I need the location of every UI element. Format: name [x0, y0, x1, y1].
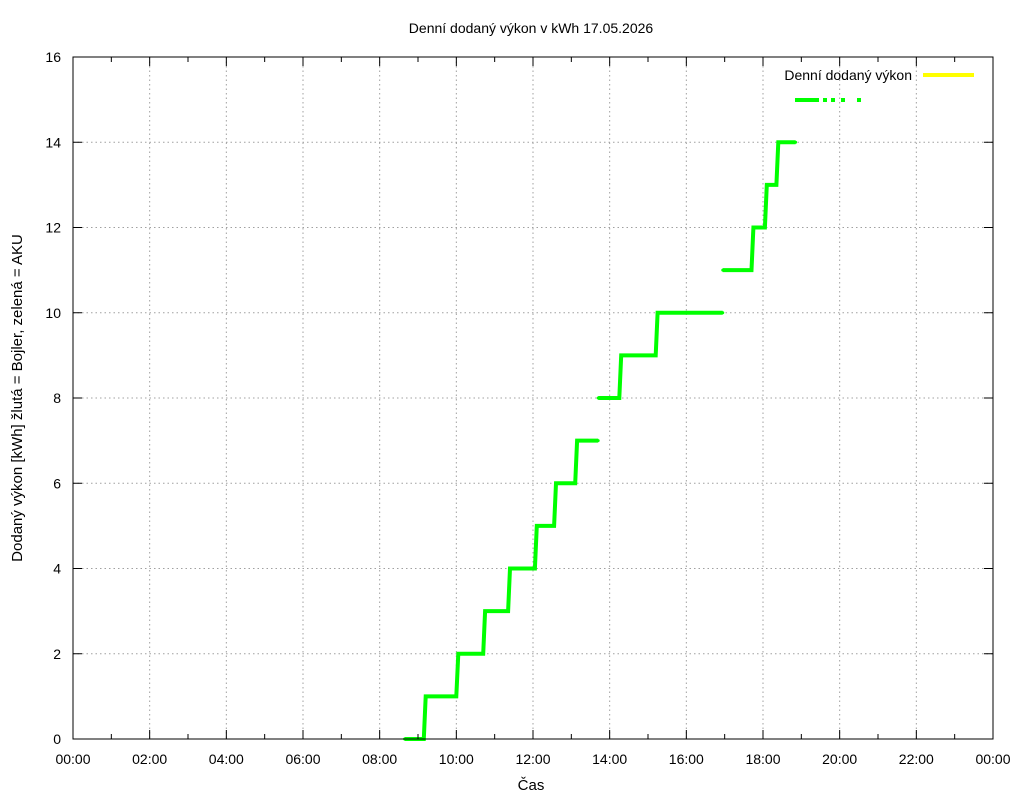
grid	[73, 57, 993, 739]
x-tick-label: 00:00	[975, 751, 1010, 767]
data-point	[508, 567, 512, 570]
data-point	[721, 268, 725, 272]
data-point	[617, 396, 621, 400]
data-point	[596, 396, 600, 400]
data-point	[751, 226, 755, 229]
y-axis-label: Dodaný výkon [kWh] žlutá = Bojler, zelen…	[9, 234, 26, 562]
series-layer	[403, 140, 798, 741]
data-point	[454, 694, 458, 698]
y-tick-label: 12	[45, 220, 61, 236]
data-point	[552, 524, 556, 528]
data-point	[721, 311, 725, 315]
x-tick-label: 18:00	[745, 751, 780, 767]
y-tick-label: 14	[45, 134, 61, 150]
data-point	[506, 609, 510, 613]
x-tick-label: 20:00	[822, 751, 857, 767]
ticks	[72, 56, 994, 740]
x-tick-label: 10:00	[439, 751, 474, 767]
y-tick-label: 16	[45, 49, 61, 65]
y-tick-label: 2	[53, 646, 61, 662]
data-point	[596, 439, 600, 443]
data-point	[554, 481, 558, 485]
x-tick-label: 04:00	[209, 751, 244, 767]
data-point	[654, 353, 658, 357]
x-tick-labels: 00:00 02:00 04:00 06:00 08:00 10:00 12:00 14:00…	[55, 751, 1010, 767]
legend: Denní dodaný výkon	[784, 67, 974, 102]
data-point	[535, 524, 539, 528]
chart-title: Denní dodaný výkon v kWh 17.05.2026	[409, 20, 654, 36]
data-point	[774, 183, 778, 187]
x-axis-label: Čas	[518, 777, 545, 794]
y-tick-label: 4	[53, 561, 61, 577]
x-tick-label: 16:00	[669, 751, 704, 767]
legend-label-series-1: Denní dodaný výkon	[784, 67, 912, 83]
y-tick-label: 0	[53, 731, 61, 747]
x-tick-label: 06:00	[285, 751, 320, 767]
y-tick-labels: 0 2 4 6 8 10 12 14 16	[45, 49, 61, 747]
x-tick-label: 08:00	[362, 751, 397, 767]
x-tick-label: 00:00	[55, 751, 90, 767]
x-tick-label: 14:00	[592, 751, 627, 767]
x-tick-label: 02:00	[132, 751, 167, 767]
data-point	[424, 694, 428, 698]
data-point	[765, 183, 769, 187]
y-tick-label: 6	[53, 475, 61, 491]
data-point	[573, 481, 577, 485]
data-point	[776, 140, 780, 144]
data-point	[794, 140, 798, 144]
y-tick-label: 8	[53, 390, 61, 406]
data-point	[533, 567, 537, 570]
data-point	[750, 268, 753, 272]
x-tick-label: 22:00	[899, 751, 934, 767]
data-point	[481, 652, 485, 656]
data-point	[483, 609, 487, 613]
data-point	[763, 226, 767, 229]
x-tick-label: 12:00	[515, 751, 550, 767]
data-point	[456, 652, 460, 656]
series-line-2	[404, 140, 796, 741]
data-point	[619, 353, 623, 357]
y-tick-label: 10	[45, 305, 61, 321]
data-point	[656, 311, 660, 315]
data-point	[575, 439, 579, 443]
